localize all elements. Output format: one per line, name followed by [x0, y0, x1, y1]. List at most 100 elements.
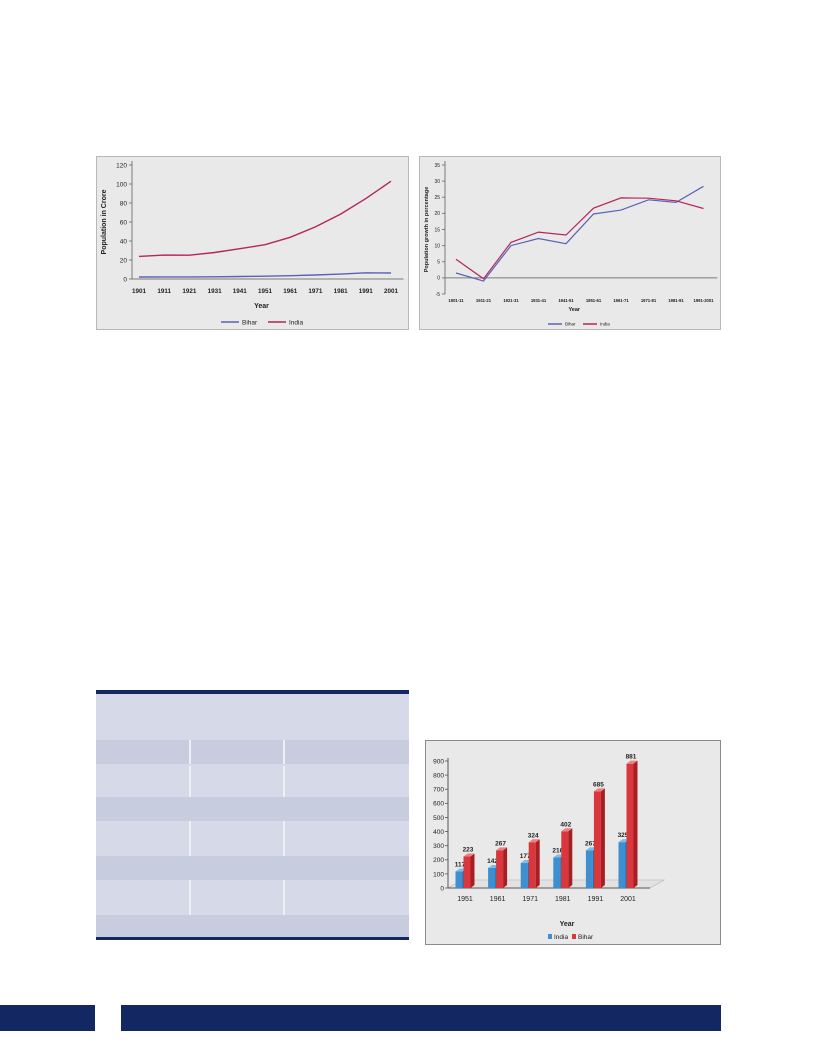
table-cell	[191, 821, 285, 856]
x-tick-label: 1901	[132, 288, 147, 295]
x-tick-label: 1921	[182, 288, 197, 295]
table-column-header	[191, 740, 285, 764]
data-label-india: 177	[520, 853, 531, 860]
bar-side-bihar	[470, 853, 475, 888]
data-label-bihar: 267	[495, 840, 506, 847]
legend-label-bihar: Bihar	[578, 934, 594, 941]
y-axis-title: Population growth in percentage	[424, 187, 430, 273]
table-section-row	[96, 856, 409, 880]
bar-india	[553, 857, 561, 888]
table-top-rule	[96, 690, 409, 694]
x-tick-label: 1991-2001	[693, 298, 714, 303]
population-line-chart-svg: 0 20 40 60 80 100 120 1901 1911 1921 1931 1941 1951 1…	[101, 161, 404, 326]
legend-swatch-bihar	[572, 934, 576, 939]
x-tick-label: 1991	[588, 896, 604, 903]
x-tick-label: 1951	[258, 288, 273, 295]
table-bottom-rule	[96, 937, 409, 940]
table-row	[96, 821, 409, 856]
bar-bihar	[626, 763, 634, 888]
legend-swatch-india	[548, 934, 552, 939]
y-tick-label: 5	[437, 260, 440, 266]
bar-india	[585, 850, 593, 888]
bar-side-bihar	[633, 760, 638, 888]
legend-label-india: India	[289, 319, 303, 326]
y-tick-label: 100	[116, 181, 127, 188]
y-tick-label: 80	[120, 200, 128, 207]
y-tick-label: 120	[116, 162, 127, 169]
legend-label-bihar: Bihar	[242, 319, 258, 326]
data-label-india: 267	[585, 840, 596, 847]
bar-top-bihar	[626, 760, 638, 764]
x-tick-label: 2001	[620, 896, 636, 903]
table-row	[96, 766, 409, 797]
bar-top-bihar	[593, 788, 605, 792]
bar-bihar	[463, 856, 471, 888]
y-tick-label: 900	[433, 758, 444, 765]
legend-label-india: India	[600, 322, 610, 327]
x-axis-title: Year	[560, 921, 575, 928]
bar-chart-svg: 0 100 200 300 400 500 600 700 800 900 1951 117 223 19…	[433, 754, 666, 941]
table-cell	[285, 821, 409, 856]
x-tick-label: 1971	[308, 288, 323, 295]
footer-title-band	[121, 1005, 721, 1031]
x-tick-label: 1961-71	[613, 298, 629, 303]
data-label-bihar: 685	[593, 781, 604, 788]
y-tick-label: 15	[434, 227, 440, 233]
x-tick-label: 1941-51	[558, 298, 574, 303]
table-cell	[285, 880, 409, 915]
data-label-india: 216	[552, 848, 563, 855]
bar-chart: 0 100 200 300 400 500 600 700 800 900 1951 117 223 19…	[425, 740, 721, 945]
table-row	[96, 880, 409, 915]
data-label-india: 325	[618, 832, 629, 839]
x-tick-label: 1911	[157, 288, 171, 295]
x-tick-label: 1971	[522, 896, 538, 903]
table-section-row	[96, 915, 409, 937]
data-label-bihar: 223	[463, 847, 474, 854]
bar-side-bihar	[568, 828, 573, 888]
y-tick-label: 700	[433, 787, 444, 794]
growth-rate-line-chart: -5 0 5 10 15 20 25 30 35 1901-11 1911-21 1921-31 193…	[419, 156, 721, 330]
x-axis-title: Year	[568, 307, 580, 313]
y-tick-label: 0	[440, 885, 444, 892]
data-label-bihar: 881	[626, 754, 637, 761]
bar-india	[520, 863, 528, 888]
table-column-header	[285, 740, 409, 764]
bar-side-bihar	[535, 839, 540, 888]
data-table	[96, 690, 409, 940]
y-tick-label: 60	[120, 219, 128, 226]
table-cell	[96, 880, 191, 915]
y-tick-label: 500	[433, 815, 444, 822]
table-cell	[96, 821, 191, 856]
y-tick-label: 25	[434, 195, 440, 201]
x-tick-label: 1981	[555, 896, 571, 903]
y-tick-label: 10	[434, 243, 440, 249]
table-cell	[191, 880, 285, 915]
x-tick-label: 1941	[233, 288, 248, 295]
bar-india	[618, 842, 626, 888]
y-tick-label: 100	[433, 871, 444, 878]
y-tick-label: 20	[120, 257, 128, 264]
x-tick-label: 1981-91	[668, 298, 684, 303]
bar-bihar	[561, 831, 569, 888]
data-label-india: 142	[487, 858, 498, 865]
table-cell	[285, 766, 409, 797]
x-axis-title: Year	[254, 303, 269, 310]
y-axis-title: Population in Crore	[101, 189, 108, 254]
bar-top-bihar	[561, 828, 573, 832]
y-tick-label: 40	[120, 238, 128, 245]
y-tick-label: -5	[436, 292, 441, 298]
x-tick-label: 1981	[334, 288, 349, 295]
bar-top-bihar	[463, 853, 475, 857]
table-cell	[191, 766, 285, 797]
data-label-india: 117	[455, 861, 466, 868]
x-tick-label: 1951-61	[586, 298, 602, 303]
x-tick-label: 1961	[283, 288, 298, 295]
y-tick-label: 200	[433, 857, 444, 864]
series-line-bihar	[138, 272, 392, 278]
bar-side-bihar	[503, 847, 508, 888]
y-tick-label: 20	[434, 211, 440, 217]
bar-side-bihar	[600, 788, 605, 888]
series-line-bihar	[455, 185, 704, 282]
x-tick-label: 1901-11	[448, 298, 464, 303]
x-tick-label: 1951	[457, 896, 473, 903]
